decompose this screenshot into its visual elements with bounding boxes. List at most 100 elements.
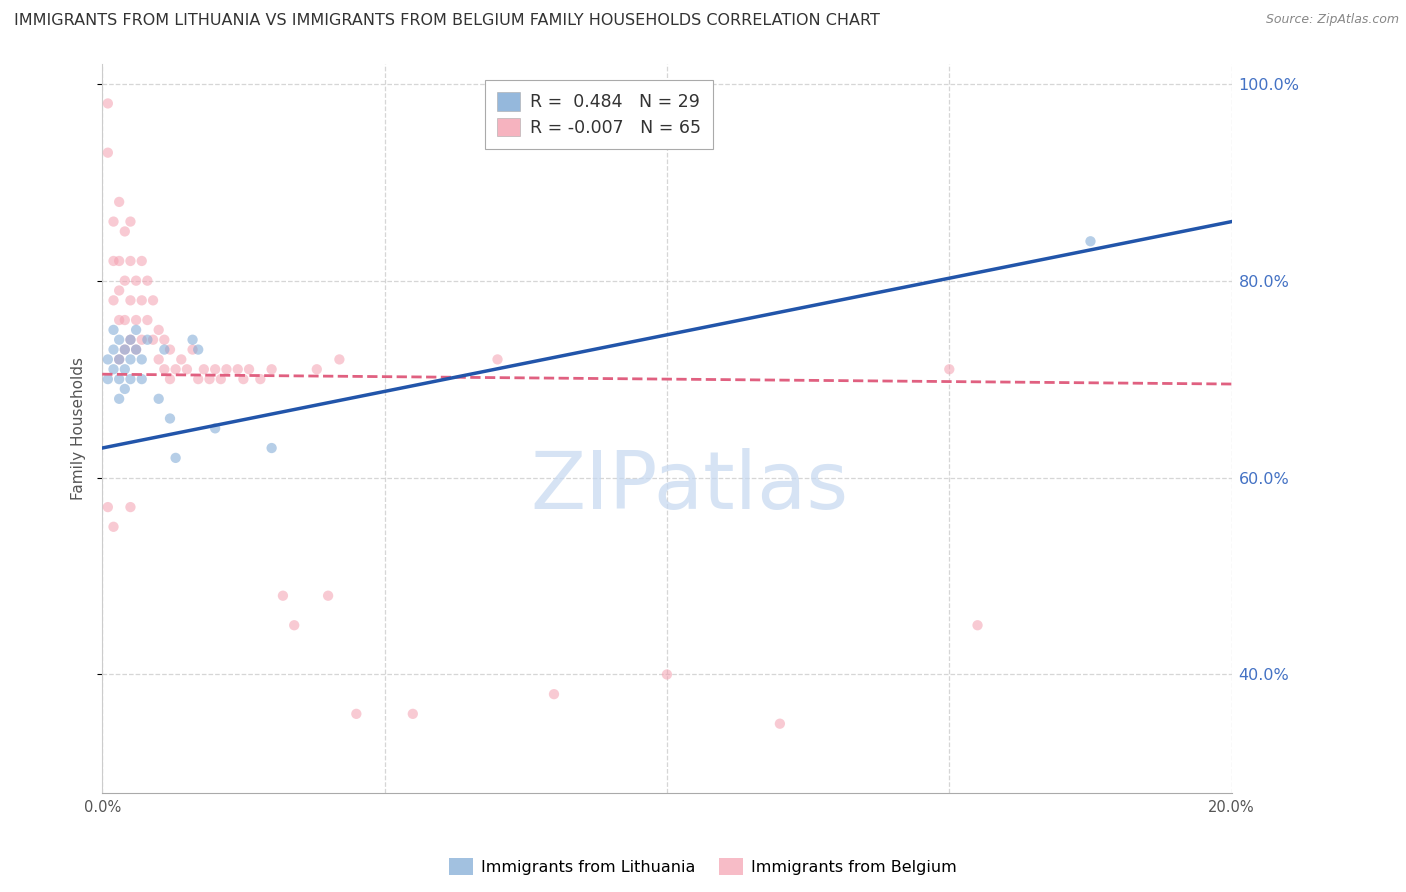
Point [142,293,165,308]
Point [125,274,148,288]
Point [125,313,148,327]
Point [136,333,159,347]
Point [148,392,170,406]
Point [148,352,170,367]
Text: Source: ZipAtlas.com: Source: ZipAtlas.com [1265,13,1399,27]
Point [131,333,153,347]
Point [103,362,125,376]
Point [103,254,125,268]
Point [120,352,142,367]
Point [108,352,131,367]
Point [187,343,209,357]
Point [655,667,678,681]
Point [131,372,153,386]
Point [120,372,142,386]
Point [153,362,176,376]
Point [193,362,215,376]
Point [165,362,187,376]
Point [97,145,120,160]
Point [114,274,136,288]
Point [543,687,565,701]
Point [120,214,142,228]
Point [305,362,328,376]
Point [260,362,283,376]
Point [181,343,204,357]
Point [226,362,249,376]
Point [103,293,125,308]
Point [131,293,153,308]
Point [1080,234,1102,248]
Point [114,343,136,357]
Point [176,362,198,376]
Point [103,323,125,337]
Point [136,313,159,327]
Point [103,214,125,228]
Point [97,500,120,514]
Point [108,372,131,386]
Point [271,589,294,603]
Point [148,323,170,337]
Point [125,323,148,337]
Point [260,441,283,455]
Point [114,362,136,376]
Point [249,372,271,386]
Point [402,706,425,721]
Point [181,333,204,347]
Point [283,618,305,632]
Point [125,343,148,357]
Point [142,333,165,347]
Point [108,352,131,367]
Point [153,343,176,357]
Text: IMMIGRANTS FROM LITHUANIA VS IMMIGRANTS FROM BELGIUM FAMILY HOUSEHOLDS CORRELATI: IMMIGRANTS FROM LITHUANIA VS IMMIGRANTS … [14,13,880,29]
Point [769,716,792,731]
Point [114,224,136,238]
Point [120,254,142,268]
Point [125,343,148,357]
Point [120,333,142,347]
Point [108,392,131,406]
Point [209,372,232,386]
Point [215,362,238,376]
Point [103,343,125,357]
Point [120,333,142,347]
Legend: R =  0.484   N = 29, R = -0.007   N = 65: R = 0.484 N = 29, R = -0.007 N = 65 [485,80,713,149]
Point [108,313,131,327]
Point [170,352,193,367]
Point [198,372,221,386]
Point [120,293,142,308]
Point [232,372,254,386]
Point [159,372,181,386]
Point [114,343,136,357]
Y-axis label: Family Households: Family Households [72,357,86,500]
Point [204,421,226,435]
Point [103,520,125,534]
Point [966,618,988,632]
Point [108,333,131,347]
Point [938,362,960,376]
Point [159,411,181,425]
Point [131,352,153,367]
Point [316,589,339,603]
Point [344,706,367,721]
Point [159,343,181,357]
Point [204,362,226,376]
Point [131,254,153,268]
Point [97,96,120,111]
Point [108,254,131,268]
Point [136,274,159,288]
Point [153,333,176,347]
Point [238,362,260,376]
Point [165,450,187,465]
Point [114,313,136,327]
Point [97,352,120,367]
Point [114,382,136,396]
Point [108,194,131,209]
Point [108,284,131,298]
Point [120,500,142,514]
Point [97,372,120,386]
Text: ZIPatlas: ZIPatlas [530,448,849,525]
Point [486,352,509,367]
Point [187,372,209,386]
Point [328,352,350,367]
Legend: Immigrants from Lithuania, Immigrants from Belgium: Immigrants from Lithuania, Immigrants fr… [443,852,963,881]
